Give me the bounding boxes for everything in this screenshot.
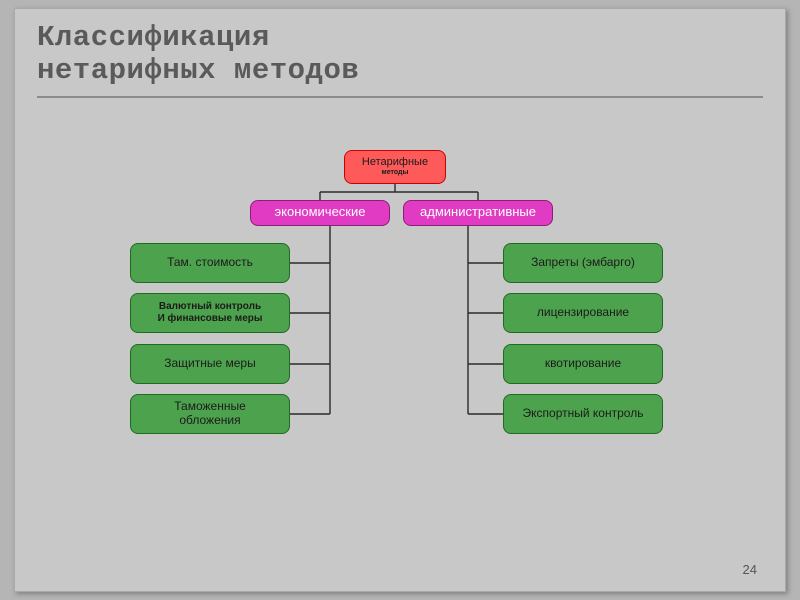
right-leaf-1: лицензирование <box>503 293 663 333</box>
left-leaf-1: Валютный контрольИ финансовые меры <box>130 293 290 333</box>
left-leaf-1-label: Валютный контрольИ финансовые меры <box>158 301 263 324</box>
slide: Классификация нетарифных методов Нетариф… <box>14 8 786 592</box>
right-leaf-0: Запреты (эмбарго) <box>503 243 663 283</box>
right-leaf-3: Экспортный контроль <box>503 394 663 434</box>
page-number: 24 <box>743 562 757 577</box>
root-node: Нетарифныеметоды <box>344 150 446 184</box>
left-leaf-2: Защитные меры <box>130 344 290 384</box>
root-line2: методы <box>362 169 428 177</box>
left-leaf-0-label: Там. стоимость <box>167 256 253 270</box>
right-leaf-1-label: лицензирование <box>537 306 629 320</box>
category-administrative-label: административные <box>420 205 536 220</box>
diagram-canvas: Нетарифныеметоды экономические администрат… <box>15 98 785 558</box>
title-line2: нетарифных методов <box>37 54 359 87</box>
category-administrative: административные <box>403 200 553 226</box>
right-leaf-0-label: Запреты (эмбарго) <box>531 256 635 270</box>
right-leaf-2-label: квотирование <box>545 357 621 371</box>
root-line1: Нетарифные <box>362 156 428 169</box>
left-leaf-3: Таможенныеобложения <box>130 394 290 434</box>
left-leaf-3-label: Таможенныеобложения <box>174 400 246 428</box>
right-leaf-2: квотирование <box>503 344 663 384</box>
page-title: Классификация нетарифных методов <box>15 9 785 88</box>
left-leaf-0: Там. стоимость <box>130 243 290 283</box>
title-line1: Классификация <box>37 21 270 54</box>
right-leaf-3-label: Экспортный контроль <box>523 407 644 421</box>
category-economic: экономические <box>250 200 390 226</box>
category-economic-label: экономические <box>275 205 366 220</box>
left-leaf-2-label: Защитные меры <box>164 357 255 371</box>
